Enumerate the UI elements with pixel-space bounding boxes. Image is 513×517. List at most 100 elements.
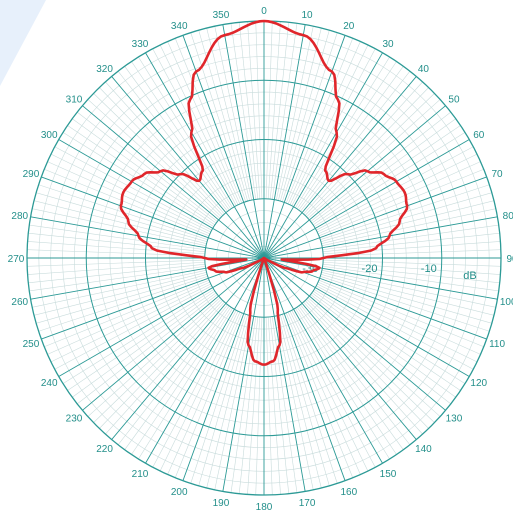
minor-spoke	[32, 208, 207, 246]
minor-spoke	[280, 30, 330, 202]
minor-spoke	[304, 300, 429, 429]
minor-spoke	[321, 200, 495, 244]
minor-spoke	[265, 317, 273, 495]
minor-spoke	[287, 312, 361, 475]
minor-spoke	[311, 292, 456, 398]
minor-spoke	[320, 276, 490, 332]
minor-spoke	[255, 21, 263, 199]
minor-spoke	[278, 315, 322, 489]
minor-spoke	[317, 153, 478, 233]
minor-spoke	[310, 111, 451, 222]
minor-spoke	[72, 118, 217, 224]
minor-spoke	[318, 168, 484, 237]
minor-spoke	[62, 132, 214, 227]
minor-spoke	[174, 38, 243, 204]
minor-spoke	[230, 23, 257, 200]
minor-spoke	[295, 308, 390, 460]
minor-spoke	[271, 316, 298, 493]
angle-tick-label: 10	[302, 10, 314, 21]
minor-spoke	[67, 290, 216, 391]
minor-spoke	[117, 304, 228, 445]
angle-tick-label: 90	[506, 254, 513, 265]
minor-spoke	[247, 317, 261, 495]
minor-spoke	[318, 161, 481, 235]
minor-spoke	[320, 274, 492, 324]
minor-spoke	[138, 308, 233, 460]
angle-tick-label: 30	[382, 39, 394, 50]
minor-spoke	[33, 272, 207, 316]
minor-spoke	[307, 99, 441, 219]
radial-unit-label: dB	[463, 270, 476, 282]
minor-spoke	[131, 306, 232, 455]
minor-spoke	[198, 30, 248, 202]
angle-tick-label: 240	[41, 378, 58, 389]
minor-spoke	[167, 312, 241, 475]
minor-spoke	[47, 161, 210, 235]
angle-tick-label: 310	[66, 95, 83, 106]
minor-spoke	[282, 32, 338, 202]
minor-spoke	[27, 259, 205, 267]
minor-spoke	[318, 281, 481, 355]
minor-spoke	[38, 276, 208, 332]
angle-tick-label: 80	[503, 211, 513, 222]
minor-spoke	[138, 56, 233, 208]
minor-spoke	[99, 300, 224, 429]
minor-spoke	[62, 289, 214, 384]
angle-tick-label: 110	[489, 339, 505, 350]
minor-spoke	[285, 312, 354, 478]
minor-spoke	[198, 314, 248, 486]
angle-tick-label: 150	[380, 469, 397, 480]
radial-tick-label: -20	[362, 263, 378, 275]
minor-spoke	[323, 259, 501, 267]
minor-spoke	[131, 61, 232, 210]
minor-spoke	[291, 310, 376, 468]
minor-spoke	[32, 270, 207, 308]
minor-spoke	[307, 297, 441, 417]
minor-spoke	[280, 314, 330, 486]
minor-spoke	[124, 66, 230, 211]
minor-spoke	[36, 274, 208, 324]
minor-spoke	[291, 48, 376, 206]
major-ring	[145, 139, 383, 377]
minor-spoke	[306, 298, 435, 423]
minor-spoke	[303, 301, 423, 435]
minor-spoke	[321, 208, 496, 246]
minor-spoke	[93, 298, 222, 423]
angle-tick-label: 270	[8, 254, 25, 265]
angle-tick-label: 20	[343, 21, 355, 32]
major-ring	[85, 79, 443, 437]
major-grid	[26, 20, 502, 496]
minor-spoke	[99, 87, 224, 216]
angle-tick-label: 70	[491, 169, 503, 180]
minor-spoke	[298, 66, 404, 211]
minor-spoke	[323, 261, 501, 275]
minor-spoke	[269, 316, 290, 494]
minor-spoke	[287, 41, 361, 204]
minor-spoke	[159, 44, 239, 205]
angle-tick-label: 330	[132, 39, 149, 50]
minor-spoke	[303, 81, 423, 215]
angle-tick-label: 340	[171, 21, 188, 32]
angle-tick-label: 0	[261, 6, 267, 17]
minor-spoke	[27, 241, 205, 255]
minor-spoke	[314, 132, 466, 227]
minor-spoke	[316, 146, 474, 231]
minor-spoke	[50, 153, 211, 233]
minor-spoke	[54, 146, 212, 231]
angle-tick-label: 280	[11, 211, 28, 222]
minor-spoke	[295, 56, 390, 208]
angle-tick-label: 60	[473, 130, 485, 141]
angle-tick-label: 200	[171, 487, 188, 498]
minor-spoke	[316, 285, 474, 370]
minor-spoke	[238, 316, 259, 494]
angle-tick-label: 220	[96, 444, 113, 455]
minor-spoke	[271, 23, 298, 200]
angle-tick-label: 260	[11, 297, 28, 308]
angle-tick-label: 300	[41, 130, 58, 141]
minor-spoke	[29, 265, 206, 292]
minor-spoke	[311, 118, 456, 224]
minor-spoke	[282, 314, 338, 484]
minor-spoke	[304, 87, 429, 216]
minor-spoke	[54, 285, 212, 370]
